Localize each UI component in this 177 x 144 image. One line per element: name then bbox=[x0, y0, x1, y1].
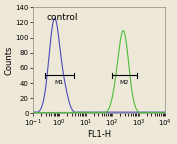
Text: M1: M1 bbox=[55, 80, 64, 85]
Text: control: control bbox=[46, 13, 78, 22]
Y-axis label: Counts: Counts bbox=[5, 46, 14, 75]
X-axis label: FL1-H: FL1-H bbox=[87, 130, 111, 139]
Text: M2: M2 bbox=[119, 80, 129, 85]
